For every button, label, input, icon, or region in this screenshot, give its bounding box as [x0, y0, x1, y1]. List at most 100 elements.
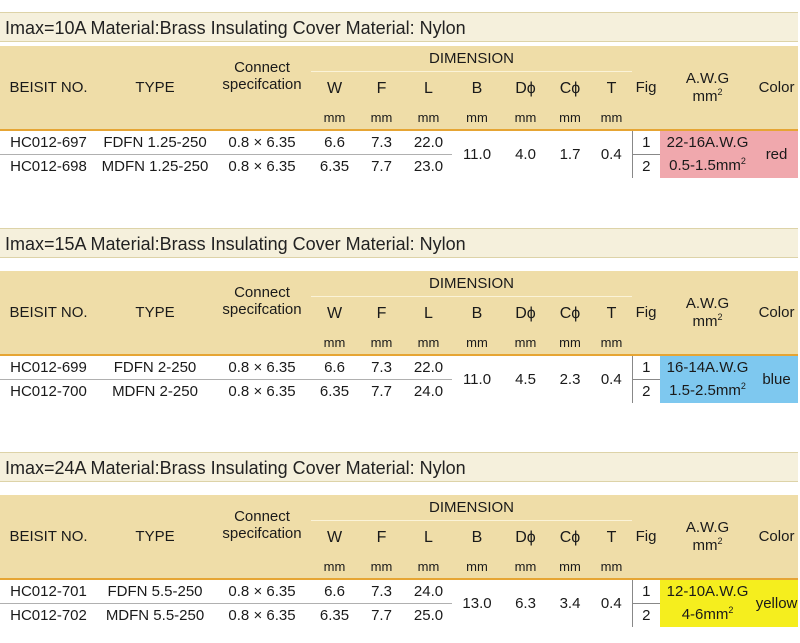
- header-d: Dϕ: [502, 71, 549, 106]
- header-beisit-no: BEISIT NO.: [0, 46, 97, 130]
- cell-beisit-no: HC012-700: [10, 382, 87, 400]
- spec-table: BEISIT NO. TYPE Connect specifcation DIME…: [0, 495, 799, 627]
- cell-connect: 0.8 × 6.35: [213, 355, 311, 380]
- header-l: L: [405, 296, 452, 331]
- spec-table: BEISIT NO. TYPE Connect specifcation DIME…: [0, 271, 799, 403]
- header-w: W: [311, 71, 358, 106]
- header-t: T: [591, 71, 633, 106]
- unit-t: mm: [591, 106, 633, 130]
- unit-d: mm: [502, 555, 549, 579]
- unit-d: mm: [502, 106, 549, 130]
- cell-c: 1.7: [559, 146, 581, 163]
- cell-f: 7.3: [358, 579, 405, 604]
- header-type: TYPE: [97, 495, 213, 579]
- cell-beisit-no: HC012-697: [0, 130, 97, 155]
- table-row: HC012-700 MDFN 2-250 0.8 × 6.35 6.35 7.7…: [0, 379, 798, 403]
- table-row: HC012-697 FDFN 1.25-250 0.8 × 6.35 6.6 7…: [0, 130, 799, 178]
- cell-l: 23.0: [413, 157, 444, 175]
- cell-f: 7.3: [358, 355, 405, 380]
- header-b: B: [452, 520, 502, 555]
- table-row: HC012-702 MDFN 5.5-250 0.8 × 6.35 6.35 7…: [0, 603, 798, 627]
- unit-w: mm: [311, 106, 358, 130]
- cell-f: 7.7: [371, 382, 392, 400]
- unit-b: mm: [452, 555, 502, 579]
- header-b: B: [452, 71, 502, 106]
- unit-f: mm: [358, 331, 405, 355]
- cell-l: 25.0: [413, 606, 444, 624]
- section-title: Imax=10A Material:Brass Insulating Cover…: [0, 12, 798, 42]
- header-beisit-no: BEISIT NO.: [0, 271, 97, 355]
- section-title: Imax=24A Material:Brass Insulating Cover…: [0, 452, 798, 482]
- unit-w: mm: [311, 555, 358, 579]
- header-c: Cϕ: [549, 520, 591, 555]
- cell-color: red: [755, 130, 799, 178]
- cell-type: FDFN 5.5-250: [97, 579, 213, 604]
- cell-fig: 1: [631, 130, 661, 155]
- header-w: W: [311, 296, 358, 331]
- header-beisit-no: BEISIT NO.: [0, 495, 97, 579]
- cell-color: yellow: [755, 579, 799, 627]
- cell-connect: 0.8 × 6.35: [213, 579, 311, 604]
- header-d: Dϕ: [502, 520, 549, 555]
- cell-type: FDFN 2-250: [97, 355, 213, 380]
- cell-f: 7.7: [371, 606, 392, 624]
- header-c: Cϕ: [549, 296, 591, 331]
- unit-c: mm: [549, 106, 591, 130]
- cell-beisit-no: HC012-699: [0, 355, 97, 380]
- cell-b: 11.0: [462, 371, 492, 388]
- cell-connect: 0.8 × 6.35: [228, 157, 296, 175]
- cell-f: 7.3: [358, 130, 405, 155]
- header-dimension: DIMENSION: [311, 271, 633, 297]
- cell-fig: 2: [631, 379, 661, 403]
- header-type: TYPE: [97, 46, 213, 130]
- cell-l: 24.0: [405, 579, 452, 604]
- cell-f: 7.7: [371, 157, 392, 175]
- table-row: HC012-701 FDFN 5.5-250 0.8 × 6.35 6.6 7.…: [0, 579, 799, 627]
- cell-fig: 1: [631, 579, 661, 604]
- cell-l: 22.0: [405, 130, 452, 155]
- cell-w: 6.6: [311, 579, 358, 604]
- cell-fig: 2: [631, 154, 661, 178]
- header-dimension: DIMENSION: [311, 495, 633, 521]
- header-l: L: [405, 520, 452, 555]
- cell-connect: 0.8 × 6.35: [228, 606, 296, 624]
- cell-connect: 0.8 × 6.35: [228, 382, 296, 400]
- cell-awg: 12-10A.W.G 4-6mm2: [660, 579, 756, 627]
- header-l: L: [405, 71, 452, 106]
- cell-w: 6.35: [319, 606, 350, 624]
- header-color: Color: [755, 271, 799, 355]
- unit-l: mm: [405, 331, 452, 355]
- header-color: Color: [755, 495, 799, 579]
- header-connect-specification: Connect specifcation: [213, 46, 311, 106]
- header-f: F: [358, 296, 405, 331]
- cell-b: 13.0: [462, 595, 492, 612]
- cell-w: 6.6: [311, 130, 358, 155]
- cell-w: 6.35: [319, 382, 350, 400]
- unit-w: mm: [311, 331, 358, 355]
- unit-l: mm: [405, 106, 452, 130]
- unit-f: mm: [358, 555, 405, 579]
- cell-t: 0.4: [600, 371, 622, 388]
- table-row: HC012-698 MDFN 1.25-250 0.8 × 6.35 6.35 …: [0, 154, 798, 178]
- header-connect-specification: Connect specifcation: [213, 495, 311, 555]
- cell-color: blue: [755, 355, 799, 403]
- header-color: Color: [755, 46, 799, 130]
- unit-l: mm: [405, 555, 452, 579]
- cell-d: 4.0: [515, 146, 536, 163]
- unit-t: mm: [591, 555, 633, 579]
- table-row: HC012-699 FDFN 2-250 0.8 × 6.35 6.6 7.3 …: [0, 355, 799, 403]
- header-fig: Fig: [632, 495, 661, 579]
- cell-t: 0.4: [600, 595, 622, 612]
- cell-connect: 0.8 × 6.35: [213, 130, 311, 155]
- cell-c: 3.4: [559, 595, 581, 612]
- cell-b: 11.0: [462, 146, 492, 163]
- cell-fig: 1: [631, 355, 661, 380]
- cell-beisit-no: HC012-701: [0, 579, 97, 604]
- unit-d: mm: [502, 331, 549, 355]
- header-t: T: [591, 296, 633, 331]
- header-awg: A.W.G mm2: [660, 46, 756, 130]
- cell-fig: 2: [631, 603, 661, 627]
- cell-l: 22.0: [405, 355, 452, 380]
- header-connect-specification: Connect specifcation: [213, 271, 311, 331]
- unit-t: mm: [591, 331, 633, 355]
